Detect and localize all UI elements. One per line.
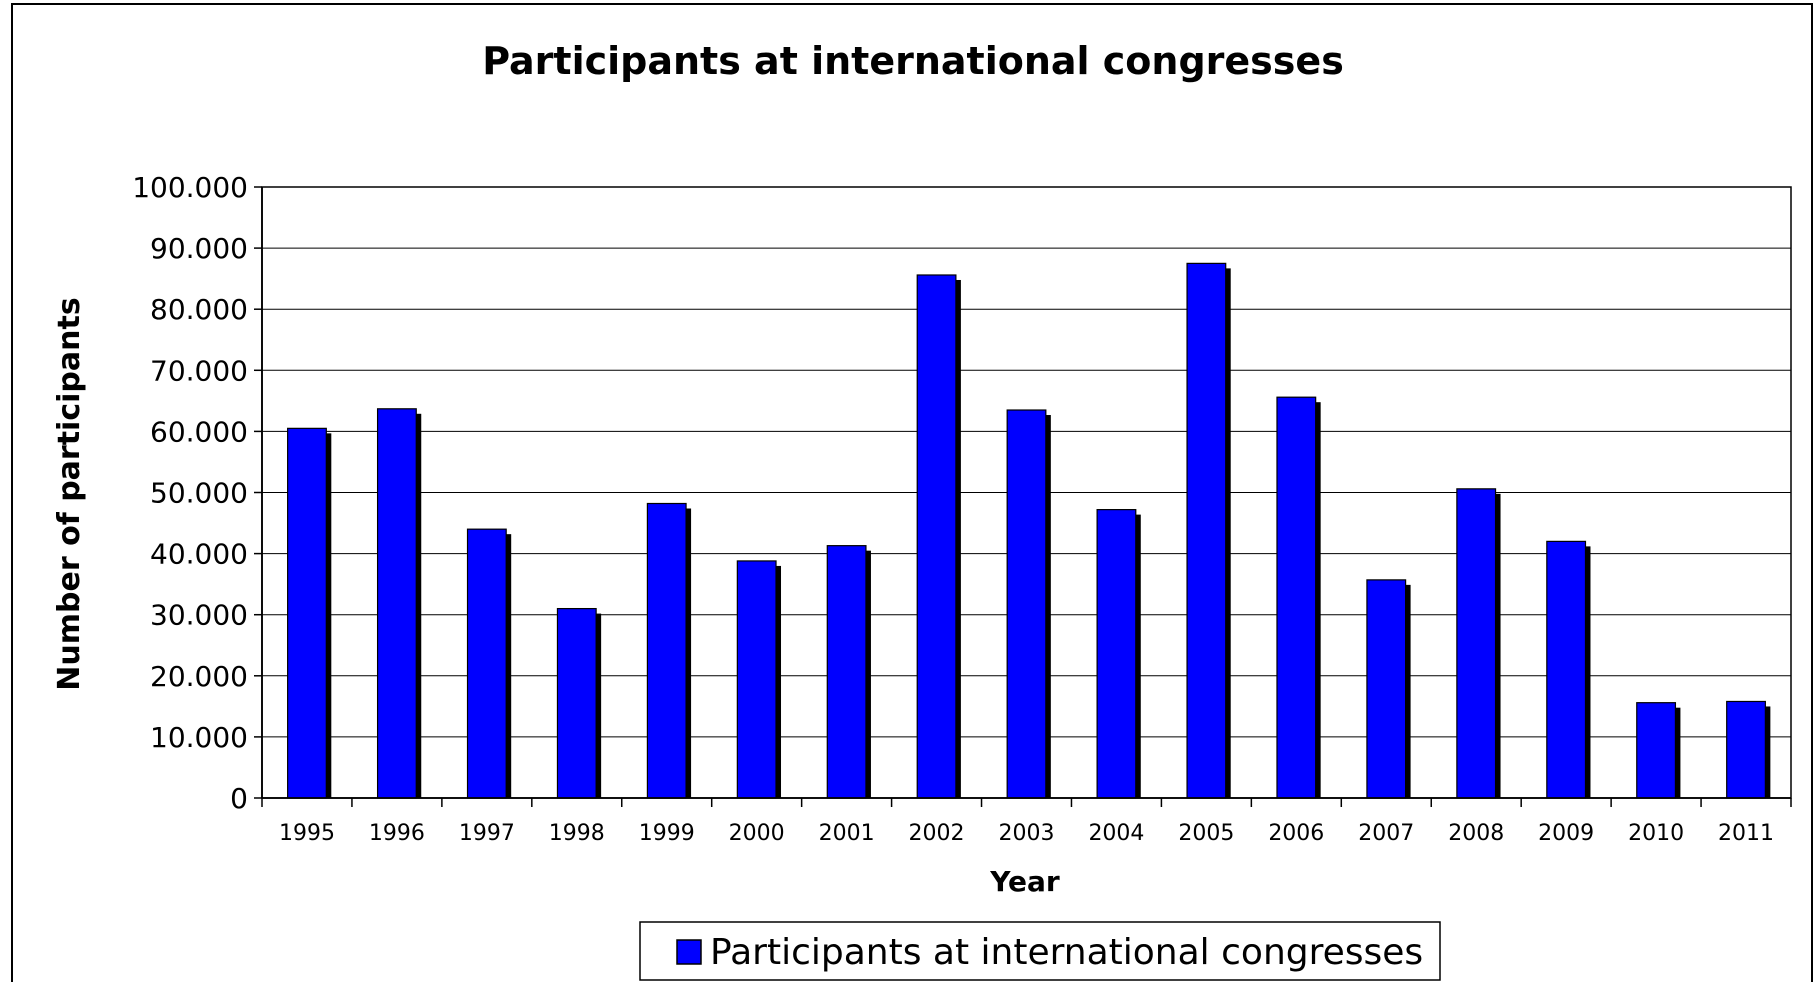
bar <box>1366 579 1407 799</box>
x-tick-label: 2009 <box>1538 821 1594 846</box>
x-tick-label: 2006 <box>1268 821 1324 846</box>
y-tick-label: 20.000 <box>150 660 248 693</box>
bar <box>466 528 507 799</box>
x-tick-label: 2003 <box>999 821 1055 846</box>
x-tick-label: 2001 <box>819 821 875 846</box>
x-tick-label: 2002 <box>909 821 965 846</box>
y-axis-title: Number of participants <box>52 297 87 690</box>
x-tick-label: 2000 <box>729 821 785 846</box>
x-tick-label: 2004 <box>1088 821 1144 846</box>
y-tick-label: 30.000 <box>150 599 248 632</box>
bar <box>646 502 687 799</box>
x-tick-label: 1999 <box>639 821 695 846</box>
bar <box>1546 540 1587 799</box>
legend-swatch <box>676 939 702 965</box>
chart-title: Participants at international congresses <box>482 39 1344 83</box>
x-tick-label: 2011 <box>1718 821 1774 846</box>
x-tick-label: 1995 <box>279 821 335 846</box>
x-axis-title: Year <box>989 865 1060 898</box>
y-tick-label: 0 <box>230 782 248 815</box>
bar <box>1726 700 1766 799</box>
legend-box <box>639 921 1441 981</box>
x-tick-label: 1998 <box>549 821 605 846</box>
y-tick-label: 100.000 <box>132 171 248 204</box>
bar <box>1006 409 1047 799</box>
x-tick-label: 2010 <box>1628 821 1684 846</box>
y-tick-label: 50.000 <box>150 477 248 510</box>
bar <box>1636 702 1677 799</box>
axes <box>254 186 1792 807</box>
y-tick-label: 90.000 <box>150 232 248 265</box>
y-axis-tick-labels: 0 10.000 20.000 30.000 40.000 50.000 60.000 70.… <box>132 171 248 815</box>
x-tick-label: 2008 <box>1448 821 1504 846</box>
bar <box>556 607 597 799</box>
y-tick-label: 60.000 <box>150 415 248 448</box>
bar <box>736 560 777 799</box>
bar <box>1276 396 1317 799</box>
x-tick-label: 2005 <box>1178 821 1234 846</box>
legend-label: Participants at international congresses <box>710 932 1423 973</box>
legend: Participants at international congresses <box>639 921 1441 981</box>
y-tick-label: 70.000 <box>150 354 248 387</box>
x-tick-label: 2007 <box>1358 821 1414 846</box>
bar <box>916 274 957 799</box>
bar <box>287 427 327 799</box>
bar <box>1186 262 1227 799</box>
bar <box>1456 488 1497 799</box>
x-tick-label: 1997 <box>459 821 515 846</box>
y-tick-label: 40.000 <box>150 538 248 571</box>
bar <box>376 408 417 799</box>
y-tick-label: 80.000 <box>150 293 248 326</box>
bar <box>826 545 867 799</box>
bars <box>287 262 1771 799</box>
x-axis-tick-labels: 1995 1996 1997 1998 1999 2000 2001 2002 2003 2004… <box>279 821 1774 846</box>
y-tick-label: 10.000 <box>150 721 248 754</box>
x-tick-label: 1996 <box>369 821 425 846</box>
bar <box>1096 509 1137 799</box>
